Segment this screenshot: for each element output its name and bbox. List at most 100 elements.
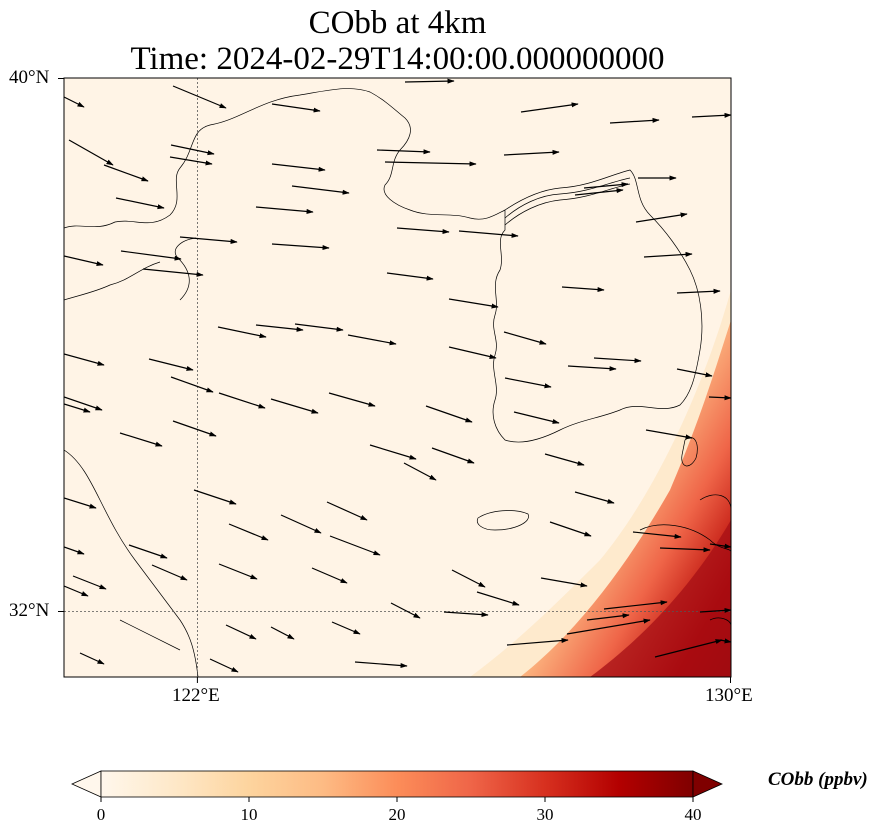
wind-arrow [142, 268, 204, 277]
wind-arrow [544, 453, 585, 466]
coastlines [64, 88, 731, 677]
map-area [64, 78, 731, 677]
wind-arrow [172, 420, 217, 437]
wind-arrow [209, 658, 239, 673]
wind-arrow [64, 353, 105, 366]
wind-arrow [504, 377, 552, 389]
wind-arrow [151, 564, 188, 581]
wind-arrow [691, 112, 731, 118]
concentration-plume [520, 320, 731, 677]
wind-arrow [567, 365, 617, 372]
wind-arrow [386, 272, 434, 281]
wind-vectors [64, 78, 731, 673]
wind-arrow [228, 523, 269, 541]
wind-arrow [68, 139, 114, 166]
wind-arrow [396, 227, 450, 235]
wind-arrow [709, 543, 731, 549]
map-frame [63, 77, 732, 678]
wind-arrow [425, 405, 473, 423]
wind-arrow [719, 638, 731, 644]
wind-arrow [404, 78, 455, 84]
jeju-island [476, 510, 529, 531]
wind-arrow [643, 251, 693, 258]
wind-arrow [225, 624, 257, 640]
wind-arrow [64, 585, 89, 597]
wind-arrow [451, 569, 486, 588]
wind-arrow [583, 182, 629, 189]
tick-marks [58, 78, 731, 683]
colorbar-tick-label: 30 [536, 805, 554, 824]
wind-arrow [218, 392, 266, 409]
lon-tick-130e: 130°E [705, 685, 753, 706]
wind-arrow [119, 432, 163, 447]
wind-arrow [328, 392, 376, 407]
wind-arrow [506, 638, 569, 646]
wind-arrow [561, 286, 605, 293]
wind-arrow [448, 346, 497, 359]
wind-arrow [603, 600, 668, 610]
lat-tick-40n: 40°N [9, 67, 50, 88]
wind-arrow [384, 161, 477, 167]
wind-arrow [329, 535, 381, 556]
wind-arrow [586, 613, 630, 621]
concentration-core [590, 520, 731, 677]
wind-arrow [448, 298, 499, 309]
wind-arrow [609, 117, 660, 124]
wind-arrow [708, 395, 731, 401]
colorbar-tick-label: 10 [240, 805, 258, 824]
colorbar-tick-label: 20 [388, 805, 406, 824]
wind-arrow [79, 652, 105, 665]
wind-arrow [103, 164, 149, 182]
colorbar-tick-label: 0 [96, 805, 106, 824]
wind-arrow [291, 185, 350, 195]
wind-arrow [331, 621, 361, 635]
wind-arrow [326, 501, 368, 521]
wind-arrow [403, 462, 437, 481]
wind-arrow [170, 376, 214, 393]
wind-arrow [271, 103, 321, 113]
wind-arrow [193, 489, 237, 505]
wind-arrow [64, 96, 85, 108]
tsushima-island [681, 437, 698, 467]
wind-arrow [645, 429, 693, 440]
wind-arrow [574, 188, 624, 196]
gridlines [64, 78, 731, 677]
wind-arrow [354, 661, 408, 669]
wind-arrow [271, 243, 330, 251]
lat-tick-32n: 32°N [9, 600, 50, 621]
wind-arrow [654, 639, 723, 658]
wind-arrow [255, 206, 314, 214]
wind-arrow [72, 575, 107, 590]
wind-arrow [64, 403, 91, 413]
wind-arrow [179, 236, 238, 244]
wind-arrow [659, 547, 711, 553]
wind-arrow [271, 163, 326, 172]
wind-arrow [64, 255, 104, 266]
colorbar-extend-max [692, 770, 723, 798]
wind-arrow [64, 546, 85, 555]
wind-arrow [270, 626, 295, 640]
wind-arrow [566, 618, 651, 635]
colorbar-bar [100, 770, 694, 798]
wind-arrow [217, 326, 267, 339]
colorbar-tick-label: 40 [684, 805, 702, 824]
wind-arrow [169, 156, 213, 166]
wind-arrow [255, 324, 304, 332]
wind-arrow [676, 368, 713, 378]
wind-arrow [376, 149, 431, 155]
wind-arrow [120, 250, 182, 261]
wind-arrow [347, 334, 397, 346]
wind-arrow [458, 230, 519, 238]
title-line-2: Time: 2024-02-29T14:00:00.000000000 [130, 41, 665, 77]
wind-arrow [503, 149, 560, 156]
wind-arrow [270, 398, 319, 414]
wind-arrow [218, 563, 258, 580]
wind-arrow [172, 85, 227, 109]
wind-arrow [64, 396, 103, 411]
wind-arrow [64, 497, 97, 509]
wind-arrow [699, 607, 731, 613]
colorbar-extend-min [71, 770, 102, 798]
wind-arrow [170, 144, 215, 156]
wind-arrow [128, 544, 168, 559]
